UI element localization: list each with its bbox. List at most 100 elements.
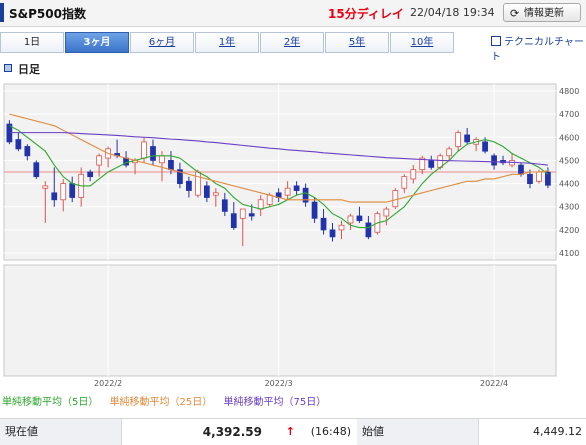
candle-body-60: [545, 171, 551, 186]
current-price-label: 現在値: [0, 419, 122, 445]
sma5-line: [9, 125, 549, 229]
candle-body-54: [491, 155, 497, 166]
up-arrow-icon: ↑: [285, 425, 295, 438]
sma25-line: [9, 113, 548, 203]
candle-body-57: [518, 164, 524, 175]
candle-body-26: [239, 208, 246, 219]
candle-body-5: [51, 192, 58, 201]
candle-body-37: [338, 224, 345, 231]
candle-body-46: [419, 157, 426, 171]
legend-sma25: 単純移動平均（25日）: [109, 397, 213, 408]
candle-body-3: [33, 162, 40, 178]
period-label: 日足: [18, 63, 40, 76]
candle-body-58: [527, 173, 533, 184]
candle-body-40: [365, 222, 372, 238]
candle-body-18: [168, 160, 174, 171]
timestamp: 22/04/18 19:34: [410, 6, 495, 19]
candle-body-32: [293, 185, 300, 191]
tab-2y[interactable]: 2年: [260, 32, 324, 53]
tab-5y[interactable]: 5年: [325, 32, 389, 53]
refresh-label: 情報更新: [524, 8, 564, 19]
period-tabs: 1日 3ヶ月 6ヶ月 1年 2年 5年 10年: [0, 32, 455, 53]
candle-body-25: [230, 213, 237, 228]
tab-1y[interactable]: 1年: [195, 32, 259, 53]
candlestick-chart: 4100 4200 4300 4400 4500 4600 4700 4800 2022/2 20…: [3, 83, 579, 388]
tab-3m[interactable]: 3ヶ月: [65, 32, 129, 53]
candle-body-9: [87, 171, 94, 178]
candle-body-44: [401, 176, 408, 189]
candle-body-34: [311, 201, 318, 219]
candle-body-38: [347, 215, 354, 224]
x-tick-label-1: 2022/3: [265, 379, 293, 388]
legend: 単純移動平均（5日） 単純移動平均（25日） 単純移動平均（75日）: [2, 393, 334, 408]
candle-body-31: [284, 187, 291, 196]
tab-6m[interactable]: 6ヶ月: [130, 32, 194, 53]
quote-bar: 現在値 4,392.59 ↑ (16:48) 始値 4,449.12: [0, 418, 586, 445]
candle-body-42: [383, 208, 390, 217]
candle-body-28: [257, 199, 264, 210]
y-tick-label-0: 4100: [559, 249, 579, 258]
x-tick-label-0: 2022/2: [94, 379, 122, 388]
candle-body-47: [428, 160, 435, 168]
refresh-icon: ⟳: [510, 7, 520, 20]
candle-body-20: [186, 180, 192, 191]
candle-body-2: [24, 146, 31, 157]
candle-body-24: [221, 199, 228, 212]
candle-body-7: [69, 183, 76, 198]
y-tick-label-3: 4400: [559, 180, 579, 189]
refresh-button[interactable]: ⟳ 情報更新: [503, 3, 581, 22]
delay-label: 15分ディレイ: [328, 7, 404, 21]
candle-body-36: [329, 229, 336, 238]
sma75-line: [9, 132, 548, 166]
candle-body-43: [392, 190, 399, 208]
candle-body-45: [410, 169, 417, 180]
candle-body-51: [464, 134, 471, 143]
volume-panel: [3, 264, 557, 377]
candle-body-10: [96, 155, 103, 166]
y-tick-label-2: 4300: [559, 203, 579, 212]
open-price-cell: 4,449.12: [479, 419, 586, 445]
candle-body-29: [266, 194, 273, 205]
candle-body-15: [141, 141, 147, 159]
candle-body-27: [248, 213, 255, 217]
square-bullet-icon: [4, 64, 12, 72]
candle-body-19: [177, 169, 183, 184]
y-tick-label-6: 4700: [559, 110, 579, 119]
tab-10y[interactable]: 10年: [390, 32, 454, 53]
candle-body-16: [150, 146, 156, 161]
y-tick-label-5: 4600: [559, 133, 579, 142]
technical-chart-link[interactable]: テクニカルチャート: [491, 33, 586, 63]
legend-sma75: 単純移動平均（75日）: [223, 397, 327, 408]
candle-body-4: [42, 185, 49, 189]
tab-1d[interactable]: 1日: [0, 32, 64, 53]
current-price-value: 4,392.59: [202, 425, 262, 439]
candle-body-1: [15, 139, 22, 150]
candle-body-21: [195, 171, 201, 196]
candle-body-39: [356, 215, 363, 222]
legend-sma5: 単純移動平均（5日）: [2, 397, 99, 408]
y-tick-label-4: 4500: [559, 156, 579, 165]
current-price-cell: 4,392.59 ↑ (16:48): [122, 419, 357, 445]
candle-body-6: [60, 183, 67, 201]
candle-body-50: [455, 132, 462, 147]
y-tick-label-7: 4800: [559, 87, 579, 96]
open-price-value: 4,449.12: [533, 425, 582, 438]
x-tick-label-2: 2022/4: [480, 379, 508, 388]
candle-body-49: [446, 148, 453, 157]
open-price-label: 始値: [357, 419, 479, 445]
page-title: S&P500指数: [9, 7, 86, 21]
current-price-time: (16:48): [310, 425, 351, 438]
candle-body-53: [482, 141, 488, 152]
chart-window-icon: [491, 36, 501, 46]
candle-body-35: [320, 217, 327, 231]
candle-body-33: [302, 187, 309, 203]
candle-body-22: [203, 185, 210, 198]
candle-body-59: [536, 171, 542, 182]
candle-body-23: [212, 192, 219, 196]
period-heading: 日足: [4, 61, 40, 77]
technical-chart-label: テクニカルチャート: [491, 37, 584, 63]
y-tick-label-1: 4200: [559, 226, 579, 235]
candle-body-17: [159, 155, 165, 164]
header: S&P500指数 15分ディレイ 22/04/18 19:34 ⟳ 情報更新: [0, 0, 586, 27]
title-accent-bar: [0, 3, 4, 22]
